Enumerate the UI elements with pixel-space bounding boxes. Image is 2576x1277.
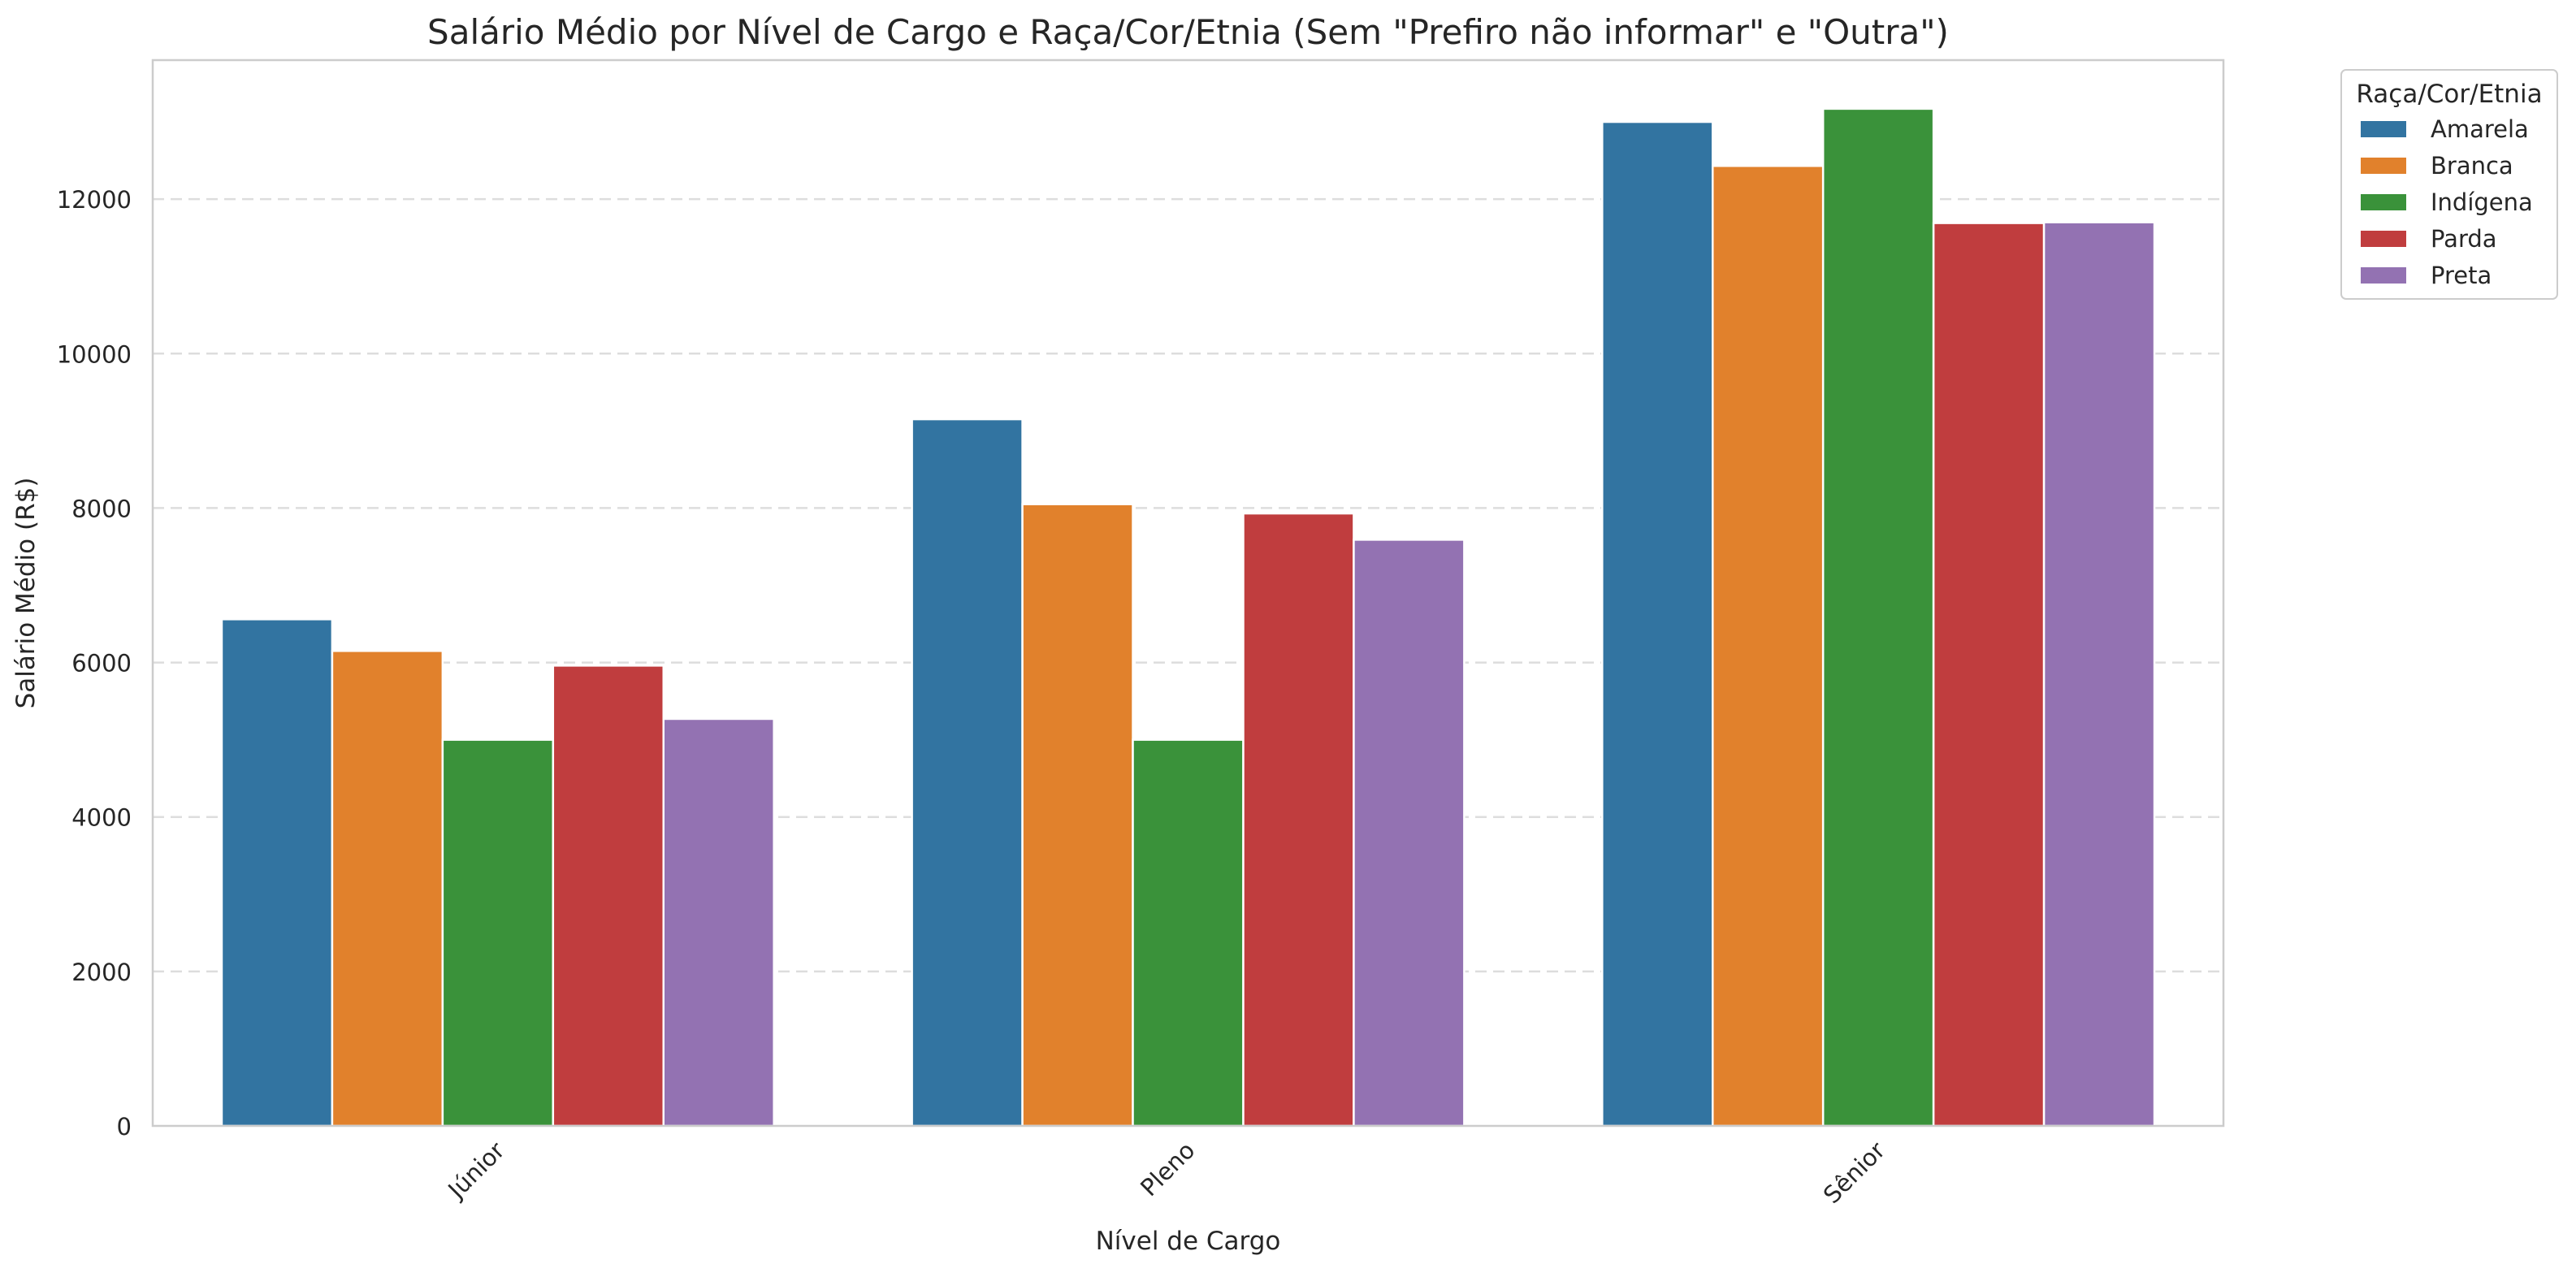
legend: Raça/Cor/Etnia Amarela Branca Indígena Pard… (2340, 69, 2558, 300)
y-tick-label: 12000 (57, 186, 132, 214)
legend-swatch (2361, 121, 2406, 137)
bar-amarela-1 (911, 418, 1024, 1128)
bar-preta-0 (662, 717, 775, 1128)
y-axis-label: Salário Médio (R$) (11, 478, 41, 709)
legend-label: Indígena (2431, 188, 2533, 216)
y-tick-label: 0 (117, 1113, 132, 1141)
plot-frame (151, 58, 2225, 1128)
legend-swatch (2361, 158, 2406, 174)
legend-label: Amarela (2431, 115, 2529, 143)
bar-preta-1 (1353, 539, 1466, 1128)
bar-preta-2 (2042, 221, 2156, 1128)
legend-title: Raça/Cor/Etnia (2356, 80, 2542, 109)
y-tick-label: 4000 (71, 804, 132, 832)
bar-parda-2 (1932, 222, 2046, 1128)
y-tick-label: 8000 (71, 495, 132, 522)
y-axis-ticks: 0 2000 4000 6000 8000 10000 12000 (57, 186, 132, 1141)
legend-items: Amarela Branca Indígena Parda Preta (2361, 115, 2533, 289)
bar-indigena-1 (1132, 738, 1245, 1128)
legend-label: Branca (2431, 152, 2513, 180)
bar-indigena-2 (1821, 107, 1935, 1128)
y-tick-label: 6000 (71, 650, 132, 677)
bar-branca-1 (1021, 503, 1134, 1128)
bar-branca-2 (1711, 164, 1825, 1128)
bar-amarela-0 (220, 618, 334, 1128)
y-tick-label: 10000 (57, 340, 132, 368)
bar-amarela-2 (1601, 120, 1714, 1128)
bar-branca-0 (331, 650, 444, 1128)
bar-parda-0 (552, 664, 665, 1128)
bar-parda-1 (1242, 512, 1355, 1128)
x-axis-label: Nível de Cargo (1096, 1227, 1281, 1256)
legend-swatch (2361, 267, 2406, 284)
legend-swatch (2361, 231, 2406, 247)
legend-label: Preta (2431, 262, 2492, 289)
legend-swatch (2361, 194, 2406, 210)
y-tick-label: 2000 (71, 959, 132, 986)
bars (220, 107, 2156, 1128)
legend-label: Parda (2431, 225, 2497, 253)
bar-indigena-0 (441, 738, 555, 1128)
chart-title: Salário Médio por Nível de Cargo e Raça/… (427, 12, 1949, 52)
